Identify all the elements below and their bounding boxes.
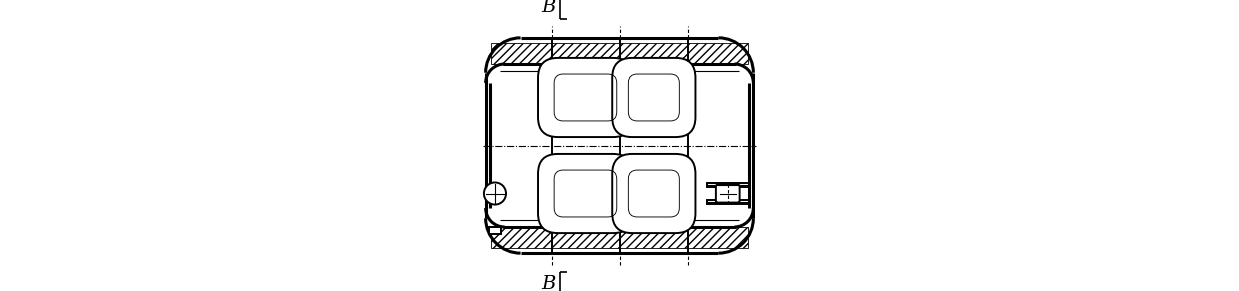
FancyBboxPatch shape — [538, 154, 633, 233]
Bar — [491, 227, 748, 248]
Text: B: B — [541, 275, 555, 291]
FancyBboxPatch shape — [716, 184, 740, 203]
Bar — [491, 227, 748, 248]
Bar — [491, 43, 748, 64]
FancyBboxPatch shape — [538, 58, 633, 137]
Bar — [491, 43, 748, 64]
FancyBboxPatch shape — [612, 154, 695, 233]
Text: B: B — [541, 0, 555, 16]
Bar — [706, 183, 748, 187]
Bar — [706, 200, 748, 204]
Bar — [489, 227, 501, 234]
FancyBboxPatch shape — [612, 58, 695, 137]
Circle shape — [484, 182, 506, 205]
